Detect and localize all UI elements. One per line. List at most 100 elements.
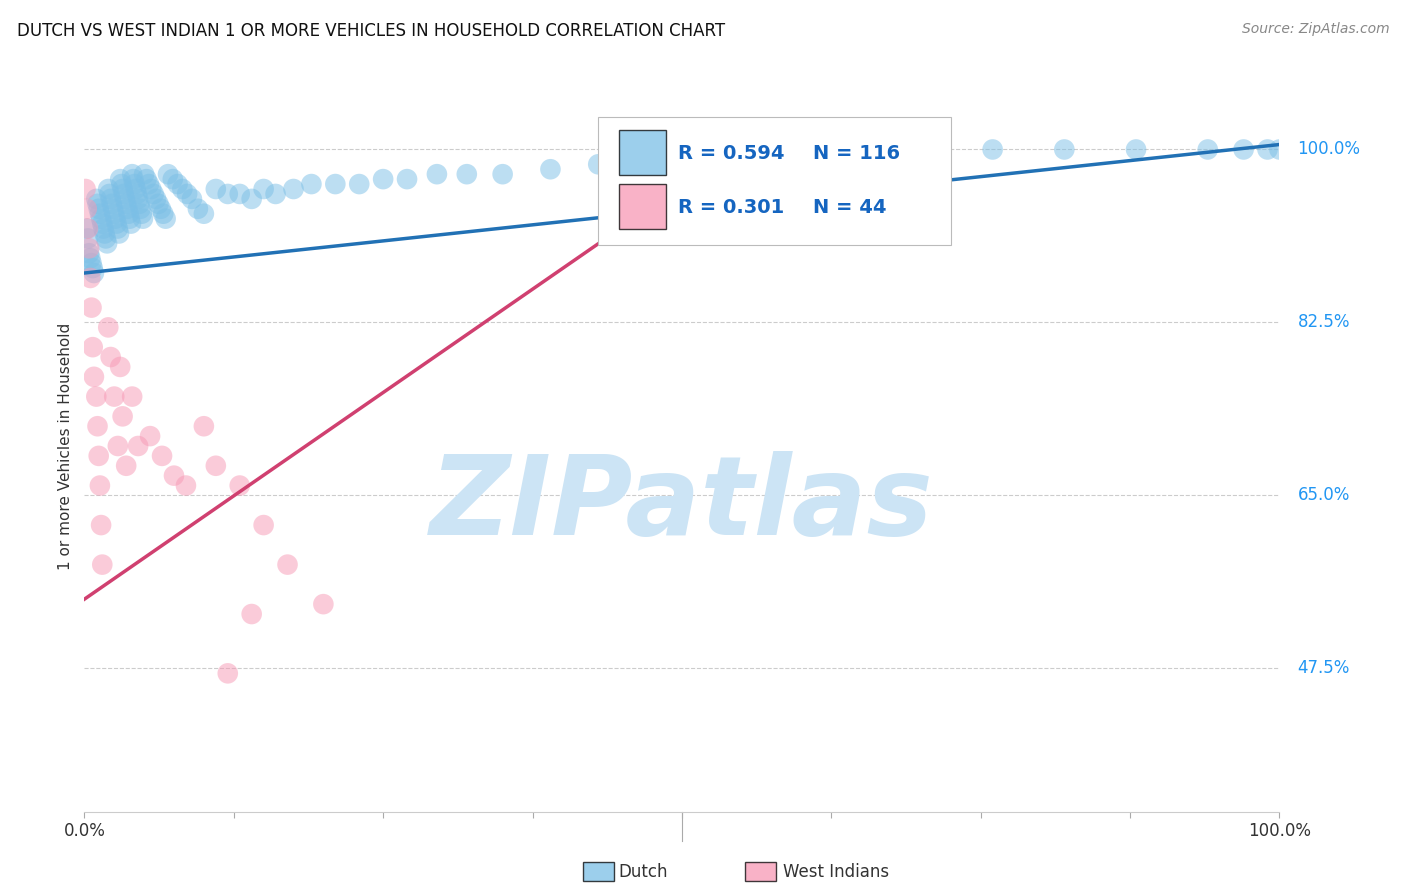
Point bbox=[111, 409, 134, 424]
Point bbox=[588, 157, 610, 171]
Point bbox=[910, 143, 932, 157]
Point bbox=[89, 207, 111, 221]
Point bbox=[128, 197, 150, 211]
Text: 65.0%: 65.0% bbox=[1298, 486, 1350, 504]
Point bbox=[283, 182, 305, 196]
Point bbox=[115, 197, 138, 211]
Point bbox=[240, 607, 263, 621]
Point bbox=[105, 217, 128, 231]
Point bbox=[101, 202, 124, 216]
Point bbox=[187, 202, 209, 216]
Point bbox=[240, 192, 263, 206]
Point bbox=[93, 221, 115, 235]
Point bbox=[139, 429, 162, 443]
Point bbox=[80, 256, 103, 270]
Text: ZIPatlas: ZIPatlas bbox=[430, 451, 934, 558]
Point bbox=[1268, 143, 1291, 157]
Point bbox=[80, 301, 103, 315]
Text: DUTCH VS WEST INDIAN 1 OR MORE VEHICLES IN HOUSEHOLD CORRELATION CHART: DUTCH VS WEST INDIAN 1 OR MORE VEHICLES … bbox=[17, 22, 725, 40]
Point bbox=[83, 266, 105, 280]
Point bbox=[396, 172, 419, 186]
Point bbox=[87, 202, 110, 216]
Point bbox=[97, 320, 120, 334]
Point bbox=[149, 202, 172, 216]
Point bbox=[217, 666, 239, 681]
Point bbox=[456, 167, 478, 181]
Point bbox=[110, 359, 132, 374]
Text: 47.5%: 47.5% bbox=[1298, 659, 1350, 677]
Point bbox=[229, 478, 252, 492]
Point bbox=[86, 192, 108, 206]
Point bbox=[138, 177, 160, 191]
Text: 82.5%: 82.5% bbox=[1298, 313, 1350, 332]
Point bbox=[110, 177, 132, 191]
Point bbox=[79, 251, 101, 265]
Point bbox=[82, 340, 104, 354]
Point bbox=[115, 458, 138, 473]
Point bbox=[77, 241, 100, 255]
Point bbox=[90, 211, 112, 226]
Point bbox=[132, 167, 156, 181]
Point bbox=[108, 227, 131, 241]
Point bbox=[122, 172, 145, 186]
Point bbox=[118, 211, 141, 226]
Point bbox=[205, 458, 228, 473]
Point bbox=[176, 186, 198, 201]
Point bbox=[172, 182, 194, 196]
Point bbox=[121, 167, 143, 181]
FancyBboxPatch shape bbox=[599, 117, 950, 244]
Point bbox=[540, 162, 562, 177]
Point bbox=[104, 211, 127, 226]
Point bbox=[101, 197, 124, 211]
Point bbox=[150, 449, 173, 463]
Point bbox=[77, 231, 100, 245]
Point bbox=[229, 186, 252, 201]
Point bbox=[217, 186, 239, 201]
Point bbox=[145, 192, 167, 206]
Point bbox=[97, 182, 120, 196]
Point bbox=[125, 182, 148, 196]
Point bbox=[155, 211, 177, 226]
Point bbox=[91, 558, 114, 572]
Point bbox=[127, 192, 149, 206]
Point bbox=[264, 186, 287, 201]
Text: N = 44: N = 44 bbox=[814, 198, 887, 217]
Point bbox=[86, 419, 108, 434]
Point bbox=[125, 186, 148, 201]
Point bbox=[647, 153, 669, 167]
Point bbox=[163, 468, 186, 483]
Text: Dutch: Dutch bbox=[619, 863, 668, 881]
Point bbox=[1197, 143, 1219, 157]
Point bbox=[131, 207, 153, 221]
Point bbox=[707, 147, 730, 161]
Point bbox=[89, 478, 111, 492]
Point bbox=[86, 197, 108, 211]
Point bbox=[121, 390, 143, 404]
Text: R = 0.594: R = 0.594 bbox=[678, 144, 785, 162]
Point bbox=[349, 177, 371, 191]
Point bbox=[100, 350, 122, 364]
Point bbox=[111, 182, 134, 196]
Point bbox=[129, 202, 152, 216]
Point bbox=[76, 221, 98, 235]
Text: 100.0%: 100.0% bbox=[1298, 140, 1361, 159]
Point bbox=[82, 261, 104, 276]
Point bbox=[253, 518, 276, 533]
Point bbox=[117, 207, 139, 221]
Point bbox=[301, 177, 323, 191]
Point bbox=[1053, 143, 1076, 157]
Point bbox=[112, 186, 135, 201]
Text: Source: ZipAtlas.com: Source: ZipAtlas.com bbox=[1241, 22, 1389, 37]
Point bbox=[87, 449, 110, 463]
Point bbox=[135, 172, 157, 186]
Point bbox=[492, 167, 515, 181]
Point bbox=[77, 221, 100, 235]
Point bbox=[838, 143, 860, 157]
Point bbox=[77, 246, 100, 260]
FancyBboxPatch shape bbox=[619, 185, 666, 229]
Point bbox=[107, 439, 129, 453]
Point bbox=[110, 172, 132, 186]
Point bbox=[253, 182, 276, 196]
Point bbox=[114, 192, 136, 206]
Point bbox=[76, 202, 98, 216]
